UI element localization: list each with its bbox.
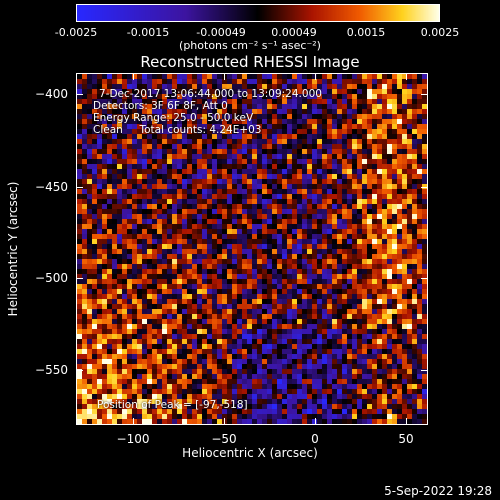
x-tick-label: −100	[116, 432, 150, 446]
x-tick-label: 50	[398, 432, 414, 446]
tick-mark	[224, 418, 225, 425]
tick-mark	[315, 73, 316, 80]
tick-mark	[421, 278, 428, 279]
tick-mark	[421, 94, 428, 95]
tick-mark	[133, 73, 134, 80]
y-tick-label: −400	[35, 87, 68, 101]
energy-range-text: Energy Range: 25.0 - 50.0 keV	[93, 112, 254, 124]
image-title: Reconstructed RHESSI Image	[140, 53, 360, 71]
rhessi-image	[77, 74, 427, 424]
tick-mark	[224, 73, 225, 80]
y-tick-label: −550	[35, 363, 68, 377]
colorbar-tick: -0.0025	[54, 26, 98, 39]
y-tick-label: −500	[35, 271, 68, 285]
x-tick-label: 0	[311, 432, 319, 446]
method-counts-text: Clean Total counts: 4.24E+03	[93, 124, 262, 136]
peak-position-text: Position of Peak = [-97,-518]	[97, 399, 248, 411]
x-tick-label: −50	[211, 432, 237, 446]
tick-mark	[76, 94, 83, 95]
colorbar-tick: -0.0015	[126, 26, 170, 39]
tick-mark	[133, 418, 134, 425]
time-range-text: 7-Dec-2017 13:06:44.000 to 13:09:24.000	[99, 88, 322, 100]
tick-mark	[315, 418, 316, 425]
tick-mark	[421, 370, 428, 371]
tick-mark	[76, 187, 83, 188]
colorbar-tick: 0.00049	[271, 26, 317, 39]
x-axis-label: Heliocentric X (arcsec)	[182, 446, 318, 460]
colorbar-tick: 0.0015	[346, 26, 386, 39]
tick-mark	[421, 187, 428, 188]
detectors-text: Detectors: 3F 6F 8F, Att 0	[93, 100, 228, 112]
colorbar-tick: 0.0025	[420, 26, 460, 39]
tick-mark	[406, 418, 407, 425]
colorbar-tick: -0.00049	[196, 26, 246, 39]
colorbar-units: (photons cm⁻² s⁻¹ asec⁻²)	[179, 39, 321, 52]
colorbar	[76, 4, 440, 22]
tick-mark	[76, 278, 83, 279]
plot-date: 5-Sep-2022 19:28	[384, 484, 492, 498]
y-axis-label: Heliocentric Y (arcsec)	[6, 181, 20, 317]
image-frame: 7-Dec-2017 13:06:44.000 to 13:09:24.000 …	[76, 73, 428, 425]
tick-mark	[406, 73, 407, 80]
y-tick-label: −450	[35, 180, 68, 194]
tick-mark	[76, 370, 83, 371]
